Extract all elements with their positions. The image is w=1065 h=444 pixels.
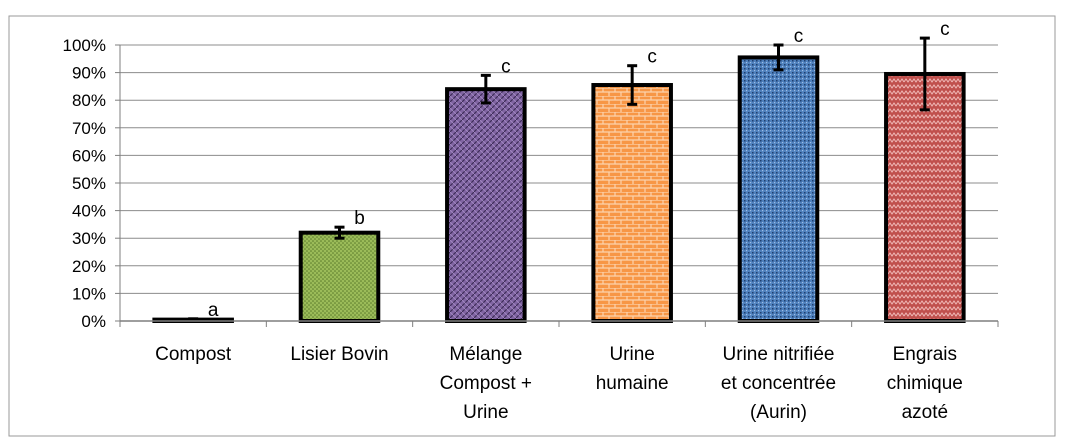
significance-letter: a [208,300,219,321]
bar [445,87,527,323]
significance-letter: c [794,26,804,47]
gridlines [120,44,998,294]
bars [152,55,966,324]
error-bar [627,64,638,106]
y-tick-label: 60% [72,146,106,165]
error-bar [334,225,345,240]
y-tick-label: 20% [72,257,106,276]
significance-letter: c [501,56,511,77]
category-label: Urine nitrifiée et concentrée (Aurin) [721,344,836,423]
y-tick-label: 10% [72,284,106,303]
error-bar [773,43,784,72]
error-bar [480,73,491,105]
bar [737,55,820,323]
error-bar [919,36,930,112]
y-tick-label: 100% [63,36,106,55]
y-axis-ticks: 0% 10% 20% 30% 40% 50% 60% 70% 80% 90% 100% [63,36,121,331]
significance-letter: c [940,19,950,40]
error-bar [188,317,199,322]
bar [298,230,381,323]
category-label: Engrais chimique azoté [887,344,963,423]
y-tick-label: 0% [81,312,106,331]
significance-letters: a b c c c c [208,19,950,321]
y-tick-label: 70% [72,119,106,138]
bar [884,71,966,324]
category-label: Urine humaine [596,344,669,394]
y-tick-label: 30% [72,229,106,248]
category-label: Compost [155,344,232,365]
category-label: Mélange Compost + Urine [440,344,532,423]
y-tick-label: 50% [72,174,106,193]
significance-letter: b [354,208,365,229]
y-tick-label: 90% [72,64,106,83]
significance-letter: c [647,47,657,68]
y-tick-label: 40% [72,202,106,221]
category-label: Lisier Bovin [290,344,388,365]
chart-frame [8,15,1056,437]
y-tick-label: 80% [72,91,106,110]
bar [591,83,673,323]
category-labels: Compost Lisier Bovin Mélange Compost + Urine… [119,321,999,423]
